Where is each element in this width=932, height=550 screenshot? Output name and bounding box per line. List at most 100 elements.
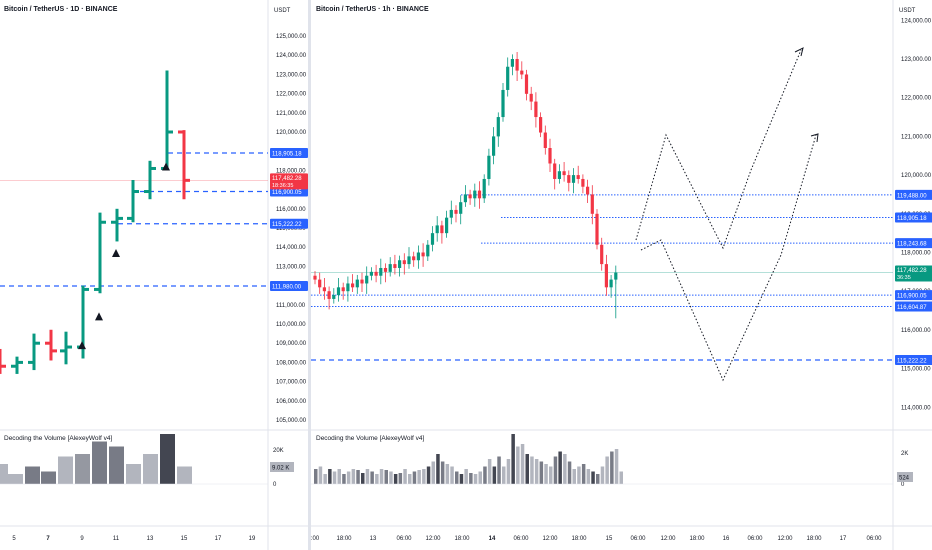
right-volume-bar: [525, 454, 529, 484]
right-time-tick: 06:00: [747, 536, 763, 542]
right-volume-bar: [323, 474, 327, 484]
right-candle-body: [586, 186, 590, 195]
right-candle-body: [459, 202, 463, 214]
right-candle-body: [482, 178, 486, 199]
left-price-tick: 107,000.00: [276, 380, 307, 386]
right-volume-title: Decoding the Volume [AlexeyWolf v4]: [316, 435, 425, 442]
right-volume-bar: [478, 471, 482, 484]
right-volume-bar: [412, 471, 417, 484]
right-last-price-bg: [895, 265, 932, 282]
left-volume-bar: [126, 464, 141, 484]
left-price-tick: 115,000.00: [276, 226, 306, 232]
left-chart-pane[interactable]: Bitcoin / TetherUS · 1D · BINANCE USDT 1…: [0, 0, 308, 550]
right-time-tick: :00: [311, 536, 320, 542]
right-candle-body: [510, 59, 514, 67]
right-candle-body: [341, 287, 345, 292]
right-volume-bar: [591, 471, 595, 484]
right-volume-bar: [506, 459, 511, 484]
right-level-label-bg: [895, 212, 932, 223]
right-volume-bar: [534, 459, 539, 484]
right-currency-label[interactable]: USDT: [899, 8, 916, 14]
right-volume-bar: [342, 474, 346, 484]
right-volume-bar: [375, 474, 379, 484]
right-candle-body: [576, 175, 580, 179]
right-volume-bar: [577, 466, 581, 484]
right-time-tick: 06:00: [866, 536, 882, 542]
right-volume-bar: [417, 470, 421, 484]
pane-divider[interactable]: [308, 0, 311, 550]
left-price-tick: 125,000.00: [276, 34, 307, 40]
right-volume-bar: [549, 466, 553, 484]
left-time-tick: 9: [80, 536, 84, 542]
right-volume-bar: [455, 471, 459, 484]
right-time-tick: 18:00: [454, 536, 470, 542]
left-volume-bar: [0, 464, 8, 484]
right-candle-body: [539, 117, 543, 133]
right-volume-tick: 0: [901, 482, 905, 488]
right-candle-body: [313, 275, 317, 280]
right-volume-bar: [530, 456, 534, 484]
right-last-price-label: 117,482.28: [897, 268, 927, 274]
right-level-label-bg: [895, 355, 932, 366]
right-volume-bar: [520, 444, 525, 484]
right-candle-body: [379, 267, 383, 276]
right-candle-body: [322, 287, 326, 292]
right-candle-body: [463, 194, 467, 203]
right-time-tick: 12:00: [425, 536, 441, 542]
right-chart-canvas[interactable]: 124,000.00 123,000.00 122,000.00 121,000.00…: [311, 0, 932, 550]
left-price-tick: 120,000.00: [276, 130, 307, 136]
right-price-tick: 121,000.00: [901, 134, 932, 140]
right-chart-title: Bitcoin / TetherUS · 1h · BINANCE: [316, 6, 429, 13]
left-volume-value-bg: [270, 462, 294, 472]
left-time-tick: 17: [215, 536, 222, 542]
right-volume-tick: 2K: [901, 451, 908, 457]
left-volume-bar: [160, 434, 175, 484]
right-level-label: 118,243.68: [897, 242, 927, 248]
left-level-label: 115,222.22: [272, 222, 302, 228]
left-signal-triangle: [78, 341, 86, 350]
left-volume-title: Decoding the Volume [AlexeyWolf v4]: [4, 435, 113, 442]
right-candle-body: [600, 244, 604, 265]
left-price-tick: 123,000.00: [276, 72, 307, 78]
right-volume-bar: [619, 471, 623, 484]
right-candle-body: [416, 252, 420, 261]
right-candle-body: [407, 256, 411, 265]
left-price-tick: 114,000.00: [276, 245, 306, 251]
left-chart-canvas[interactable]: 125,000.00 124,000.00 123,000.00 122,000.00…: [0, 0, 308, 550]
right-volume-bar: [553, 456, 558, 484]
right-price-tick: 122,000.00: [901, 96, 932, 102]
right-chart-pane[interactable]: Bitcoin / TetherUS · 1h · BINANCE USDT 1…: [311, 0, 932, 550]
right-time-tick: 06:00: [513, 536, 529, 542]
right-candle-body: [421, 252, 425, 257]
right-level-label: 116,604.87: [897, 305, 927, 311]
right-candle-body: [374, 271, 378, 276]
right-level-label-bg: [895, 301, 932, 312]
left-volume-bar: [8, 474, 23, 484]
right-candle-body: [534, 101, 538, 118]
right-candle-body: [445, 217, 449, 234]
right-time-tick: 17: [840, 536, 847, 542]
right-candle-body: [543, 132, 547, 149]
left-level-label: 116,900.05: [272, 190, 302, 196]
left-chart-title: Bitcoin / TetherUS · 1D · BINANCE: [4, 6, 118, 13]
right-time-tick: 18:00: [571, 536, 587, 542]
right-candle-body: [477, 190, 482, 199]
right-volume-bar: [563, 454, 567, 484]
right-price-tick: 124,000.00: [901, 18, 932, 24]
right-volume-bar: [346, 471, 351, 484]
right-volume-bar: [558, 451, 562, 484]
right-volume-bar: [361, 473, 365, 484]
right-time-tick: 16: [723, 536, 730, 542]
left-price-tick: 121,000.00: [276, 111, 307, 117]
right-candle-body: [351, 283, 355, 288]
left-signal-triangle: [112, 248, 120, 257]
right-volume-bar: [511, 434, 515, 484]
right-volume-bar: [544, 464, 548, 484]
right-candle-body: [520, 70, 524, 75]
left-currency-label[interactable]: USDT: [274, 8, 291, 14]
left-level-label-bg: [270, 218, 308, 229]
right-volume-bar: [403, 469, 407, 484]
left-level-label-bg: [270, 280, 308, 291]
left-level-label: 118,905.18: [272, 152, 302, 158]
right-candle-body: [402, 260, 406, 265]
